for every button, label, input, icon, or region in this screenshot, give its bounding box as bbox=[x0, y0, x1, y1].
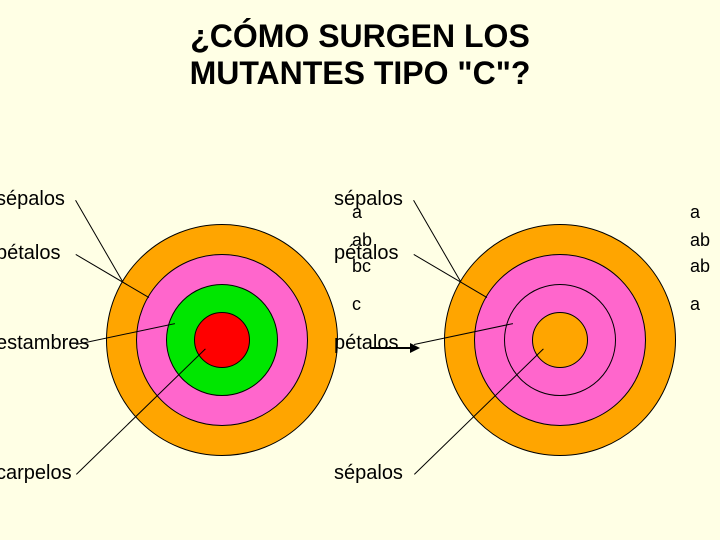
leader-line bbox=[75, 200, 123, 282]
gene-a-R2: a bbox=[690, 294, 700, 315]
label-sepalos-L: sépalos bbox=[0, 188, 65, 211]
gene-ab-R2: ab bbox=[690, 256, 710, 277]
arrow-icon bbox=[370, 343, 420, 353]
gene-ab-R1: ab bbox=[690, 230, 710, 251]
label-petalos-L: pétalos bbox=[0, 242, 61, 265]
title-line-1: ¿CÓMO SURGEN LOS bbox=[0, 18, 720, 55]
gene-c-L: c bbox=[352, 294, 361, 315]
page-title: ¿CÓMO SURGEN LOS MUTANTES TIPO "C"? bbox=[0, 18, 720, 92]
leader-line bbox=[413, 200, 461, 282]
label-sepalos-R: sépalos bbox=[334, 188, 403, 211]
label-petalos-R1: pétalos bbox=[334, 242, 399, 265]
ring-R-inner bbox=[532, 312, 588, 368]
title-line-2: MUTANTES TIPO "C"? bbox=[0, 55, 720, 92]
label-sepalos-R2: sépalos bbox=[334, 462, 403, 485]
label-carpelos-L: carpelos bbox=[0, 462, 72, 485]
ring-L-carpel bbox=[194, 312, 250, 368]
gene-a-R: a bbox=[690, 202, 700, 223]
